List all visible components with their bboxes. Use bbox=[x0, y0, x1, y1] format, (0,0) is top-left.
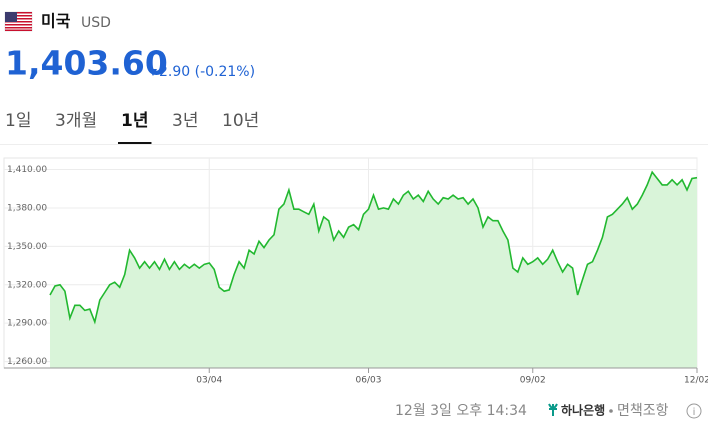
chart: 1,260.00 1,290.00 1,320.00 1,350.00 1,380.00… bbox=[3, 157, 708, 386]
bank: 하나은행 bbox=[561, 403, 605, 418]
x-tick-label: 06/03 bbox=[356, 376, 382, 386]
tab[interactable]: 3년 bbox=[172, 111, 198, 131]
bank-logo bbox=[548, 403, 558, 416]
tab-underline bbox=[118, 142, 152, 144]
tab[interactable]: 1일 bbox=[5, 111, 31, 131]
area-fill bbox=[50, 172, 697, 368]
y-tick-label: 1,410.00 bbox=[7, 165, 47, 175]
info-icon[interactable] bbox=[686, 403, 702, 419]
x-tick-label: 12/02 bbox=[684, 376, 708, 386]
disclaimer[interactable]: 면책조항 bbox=[617, 403, 669, 419]
info-icon-glyph: i bbox=[693, 407, 696, 418]
tabs: 1일 3개월 1년 3년 10년 bbox=[0, 111, 708, 145]
flag bbox=[4, 11, 33, 32]
currency: USD bbox=[81, 15, 111, 31]
x-tick-label: 03/04 bbox=[196, 376, 222, 386]
tab[interactable]: 10년 bbox=[222, 111, 259, 131]
price: 1,403.60 bbox=[5, 44, 168, 83]
y-tick-label: 1,350.00 bbox=[7, 242, 47, 252]
down-arrow bbox=[149, 69, 157, 76]
y-tick-label: 1,260.00 bbox=[7, 357, 47, 367]
y-tick-label: 1,290.00 bbox=[7, 319, 47, 329]
x-tick-label: 09/02 bbox=[520, 376, 546, 386]
price-line bbox=[49, 170, 698, 325]
y-tick-label: 1,320.00 bbox=[7, 280, 47, 290]
y-tick-label: 1,380.00 bbox=[7, 203, 47, 213]
tab[interactable]: 1년 bbox=[121, 111, 148, 131]
country: 미국 bbox=[41, 12, 71, 31]
tab[interactable]: 3개월 bbox=[55, 111, 97, 131]
timestamp: 12월 3일 오후 14:34 bbox=[395, 403, 527, 419]
separator-dot bbox=[609, 409, 613, 413]
change: 2.90 (-0.21%) bbox=[159, 64, 255, 80]
